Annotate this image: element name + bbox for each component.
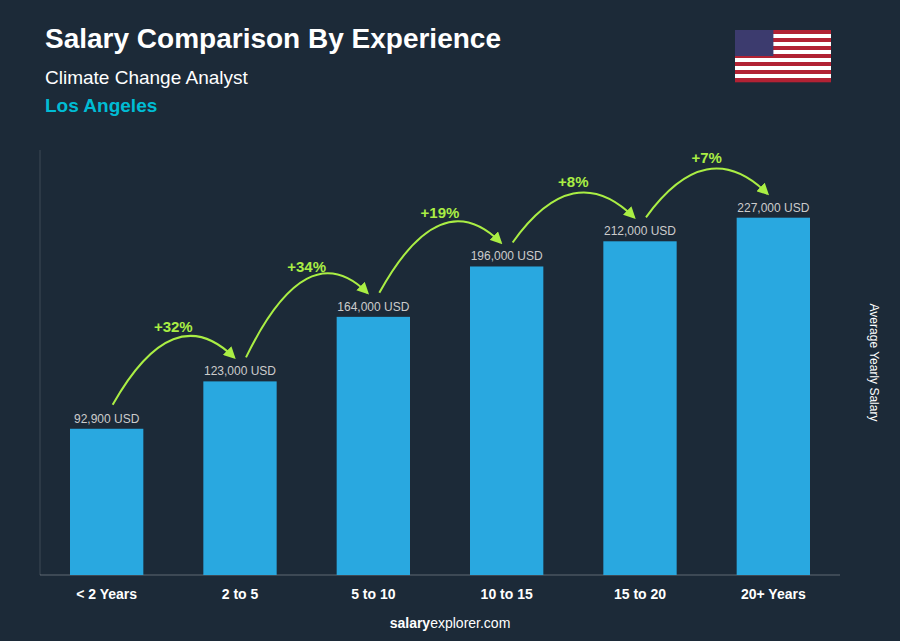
change-arc [246, 273, 367, 357]
pct-change: +7% [691, 149, 721, 166]
value-label: 212,000 USD [604, 224, 676, 238]
x-tick-label: < 2 Years [76, 586, 137, 602]
x-tick-label: 20+ Years [741, 586, 806, 602]
x-tick-label: 10 to 15 [481, 586, 533, 602]
subtitle: Climate Change Analyst [45, 67, 248, 88]
flag-stripe [735, 78, 831, 82]
x-tick-label: 15 to 20 [614, 586, 666, 602]
pct-change: +8% [558, 173, 588, 190]
background [0, 0, 900, 641]
bar [203, 381, 276, 575]
baseline [40, 575, 840, 576]
value-label: 123,000 USD [204, 364, 276, 378]
change-arc [379, 221, 500, 293]
city: Los Angeles [45, 95, 157, 116]
bar [470, 266, 543, 575]
footer-part: explorer.com [430, 615, 510, 631]
title: Salary Comparison By Experience [45, 23, 501, 54]
pct-change: +19% [421, 204, 460, 221]
change-arc [113, 336, 234, 405]
bar [337, 317, 410, 575]
bars [70, 218, 810, 575]
bar [737, 218, 810, 575]
flag-stripe [735, 70, 831, 74]
x-tick-label: 2 to 5 [222, 586, 259, 602]
value-label: 92,900 USD [74, 412, 140, 426]
bar [603, 241, 676, 575]
value-label: 196,000 USD [471, 249, 543, 263]
pct-change: +32% [154, 318, 193, 335]
flag-stripe [735, 58, 831, 62]
flag-stripe [735, 74, 831, 78]
chart: Salary Comparison By Experience Climate C… [0, 0, 900, 641]
footer-part: salary [390, 615, 431, 631]
value-label: 227,000 USD [737, 201, 809, 215]
y-axis-line [40, 150, 41, 575]
flag-stripe [735, 62, 831, 66]
value-label: 164,000 USD [337, 300, 409, 314]
change-arc [513, 193, 634, 243]
x-tick-label: 5 to 10 [351, 586, 396, 602]
flag [735, 30, 831, 82]
change-arc [646, 169, 767, 218]
pct-change: +34% [287, 258, 326, 275]
flag-stripe [735, 66, 831, 70]
flag-canton [735, 30, 773, 56]
footer: salaryexplorer.com [390, 615, 511, 631]
y-axis-label: Average Yearly Salary [867, 304, 881, 422]
bar [70, 429, 143, 575]
